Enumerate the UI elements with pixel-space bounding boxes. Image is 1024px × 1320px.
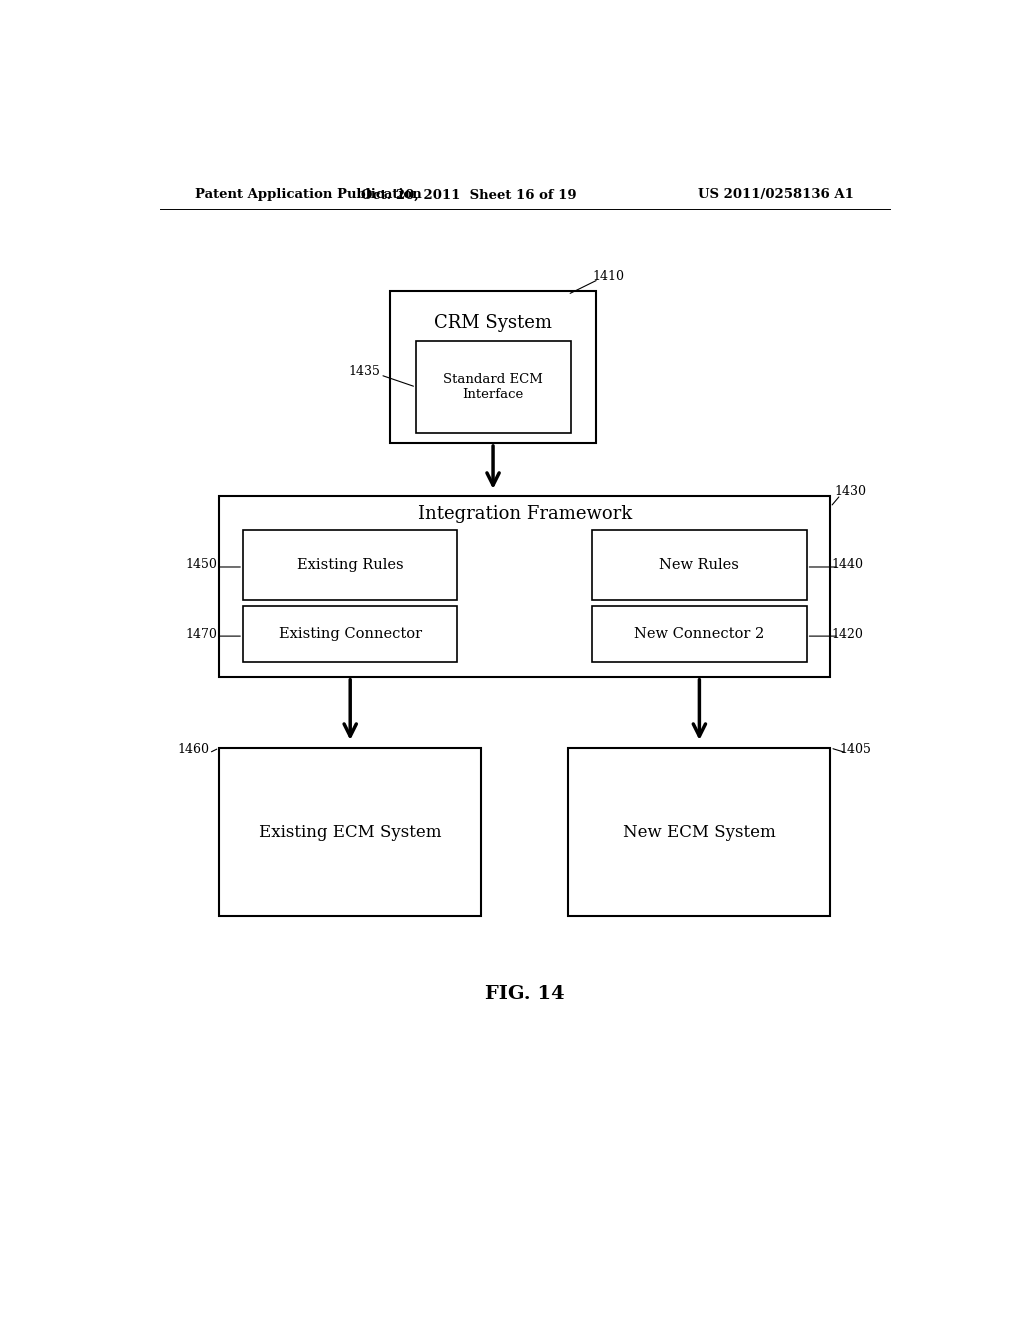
Bar — [416, 342, 570, 433]
Text: Existing ECM System: Existing ECM System — [259, 824, 441, 841]
Bar — [219, 748, 481, 916]
Text: 1470: 1470 — [186, 627, 218, 640]
Text: New Rules: New Rules — [659, 558, 739, 572]
Text: 1430: 1430 — [835, 486, 866, 498]
Text: Standard ECM
Interface: Standard ECM Interface — [443, 374, 543, 401]
Text: FIG. 14: FIG. 14 — [485, 985, 564, 1003]
Text: Patent Application Publication: Patent Application Publication — [196, 189, 422, 202]
Text: 1460: 1460 — [178, 743, 210, 756]
Text: Oct. 20, 2011  Sheet 16 of 19: Oct. 20, 2011 Sheet 16 of 19 — [361, 189, 578, 202]
Text: 1440: 1440 — [831, 558, 864, 572]
Bar — [390, 290, 596, 444]
Bar — [243, 606, 458, 661]
Text: 1410: 1410 — [592, 269, 624, 282]
Text: New Connector 2: New Connector 2 — [634, 627, 765, 642]
Text: Integration Framework: Integration Framework — [418, 506, 632, 523]
Bar — [568, 748, 830, 916]
Bar — [243, 531, 458, 599]
Text: Existing Rules: Existing Rules — [297, 558, 403, 572]
Text: 1420: 1420 — [831, 627, 863, 640]
Bar — [592, 531, 807, 599]
Text: CRM System: CRM System — [434, 314, 552, 333]
Text: New ECM System: New ECM System — [623, 824, 776, 841]
Bar — [592, 606, 807, 661]
Bar — [219, 496, 830, 677]
Text: 1405: 1405 — [840, 743, 871, 756]
Text: 1435: 1435 — [348, 366, 381, 379]
Text: 1450: 1450 — [186, 558, 218, 572]
Text: Existing Connector: Existing Connector — [279, 627, 422, 642]
Text: US 2011/0258136 A1: US 2011/0258136 A1 — [698, 189, 854, 202]
